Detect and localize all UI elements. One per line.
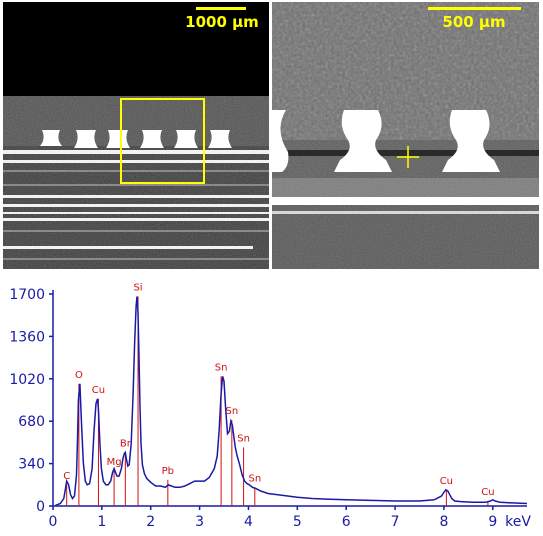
peak-label-br: Br [120,438,132,449]
eds-spectrum-chart: 0 340 680 1020 1360 1700 0 1 2 3 4 5 6 7 8 9 C O Cu Mg Br S… [9,282,531,530]
x-tick-labels: 0 1 2 3 4 5 6 7 8 9 [49,514,498,530]
peak-label-cu: Cu [481,487,494,498]
x-tick-label: 3 [195,514,204,530]
y-tick-label: 1700 [9,287,45,303]
crosshair-marker [397,146,419,168]
x-tick-label: 6 [342,514,351,530]
chart-axes [49,290,527,510]
x-tick-label: 9 [488,514,497,530]
y-tick-labels: 0 340 680 1020 1360 1700 [9,287,45,515]
peak-label-c: C [63,471,70,482]
peak-markers [66,296,489,506]
x-axis-label: keV [505,514,531,530]
right-scale-label: 500 µm [442,13,505,31]
peak-label-si: Si [133,282,142,293]
spectrum-line [55,296,528,507]
left-micrograph: 1000 µm [3,2,269,269]
x-tick-label: 4 [244,514,253,530]
peak-label-cu: Cu [92,385,105,396]
y-tick-label: 1360 [9,329,45,345]
y-tick-label: 0 [36,499,45,515]
peak-label-sn: Sn [237,433,250,444]
peak-label-sn: Sn [248,473,261,484]
left-scale-bar: 1000 µm [185,7,259,31]
x-tick-label: 7 [391,514,400,530]
peak-label-o: O [75,370,83,381]
peak-label-sn: Sn [226,406,239,417]
x-tick-label: 0 [49,514,58,530]
peak-label-mg: Mg [107,457,122,468]
peak-label-sn: Sn [215,362,228,373]
peak-label-cu: Cu [440,476,453,487]
peak-label-pb: Pb [162,466,174,477]
x-tick-label: 2 [146,514,155,530]
y-tick-label: 340 [18,457,45,473]
right-scale-bar: 500 µm [428,7,521,31]
x-tick-label: 8 [439,514,448,530]
y-tick-label: 680 [18,414,45,430]
peak-labels: C O Cu Mg Br Si Pb Sn Sn Sn Sn Cu Cu [63,282,494,498]
y-tick-label: 1020 [9,372,45,388]
left-scale-label: 1000 µm [185,13,259,31]
x-tick-label: 5 [293,514,302,530]
right-micrograph: 500 µm [272,2,539,269]
zoom-region-box [120,98,205,184]
x-tick-label: 1 [97,514,106,530]
